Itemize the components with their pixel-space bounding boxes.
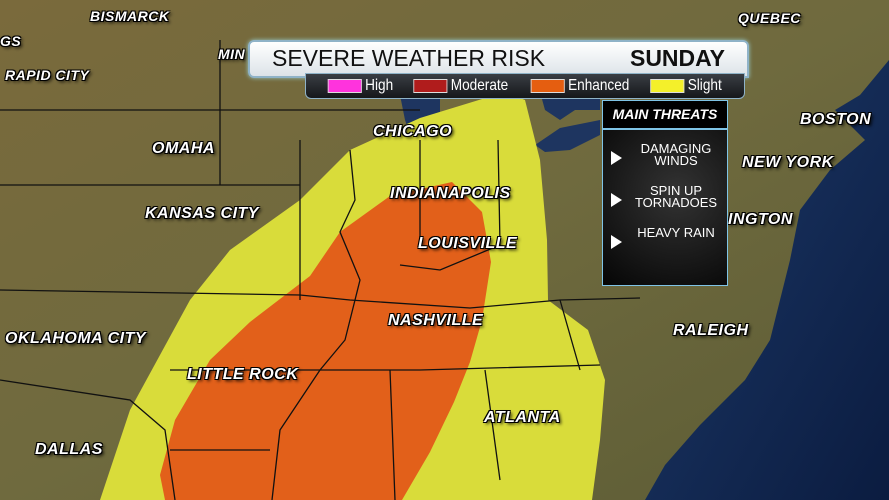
city-label: INDIANAPOLIS <box>390 185 511 202</box>
threats-title: MAIN THREATS <box>603 101 727 130</box>
legend-swatch <box>650 79 685 93</box>
ocean <box>645 60 889 500</box>
city-label: NASHVILLE <box>388 312 484 329</box>
threat-item: HEAVY RAIN <box>603 223 727 263</box>
triangle-bullet-icon <box>611 235 622 249</box>
city-label: RALEIGH <box>673 322 749 339</box>
city-label: NEW YORK <box>742 154 834 171</box>
threat-item: SPIN UP TORNADOES <box>603 181 727 221</box>
threat-item: DAMAGING WINDS <box>603 139 727 179</box>
legend-swatch <box>412 79 447 93</box>
city-label: BOSTON <box>800 111 872 128</box>
enhanced-risk-area <box>160 182 491 500</box>
lake-huron <box>540 92 600 120</box>
city-label: OMAHA <box>152 140 215 157</box>
threat-text: DAMAGING WINDS <box>640 141 712 168</box>
city-label: DALLAS <box>35 441 103 458</box>
legend-label: Slight <box>687 77 722 94</box>
day-label: SUNDAY <box>629 45 725 71</box>
city-label: MIN <box>218 46 246 62</box>
city-label: LITTLE ROCK <box>187 366 299 383</box>
state-borders <box>0 40 641 500</box>
legend-label: Enhanced <box>568 77 630 94</box>
legend-label: High <box>364 77 393 94</box>
legend-item-enhanced: Enhanced <box>530 77 630 95</box>
lake-erie <box>535 120 600 152</box>
legend-item-high: High <box>327 77 393 95</box>
city-label: GS <box>0 33 22 49</box>
legend-item-slight: Slight <box>650 77 722 95</box>
triangle-bullet-icon <box>611 151 622 165</box>
threat-text: SPIN UP TORNADOES <box>634 183 718 210</box>
legend-item-moderate: Moderate <box>412 77 508 95</box>
legend-swatch <box>327 79 362 93</box>
city-label: KANSAS CITY <box>145 205 259 222</box>
city-label: RAPID CITY <box>5 67 90 83</box>
city-label: LOUISVILLE <box>418 235 518 252</box>
title: SEVERE WEATHER RISK <box>272 45 546 71</box>
risk-legend: High Moderate Enhanced Slight <box>305 73 745 99</box>
city-label: OKLAHOMA CITY <box>5 330 147 347</box>
city-label: ATLANTA <box>484 409 561 426</box>
threat-text: HEAVY RAIN <box>637 225 715 240</box>
city-label: CHICAGO <box>373 123 453 140</box>
city-label: BISMARCK <box>90 8 170 24</box>
main-threats-panel: MAIN THREATS DAMAGING WINDS SPIN UP TORN… <box>602 100 728 286</box>
city-label: QUEBEC <box>738 10 801 26</box>
triangle-bullet-icon <box>611 193 622 207</box>
title-banner: SEVERE WEATHER RISK SUNDAY <box>248 40 749 78</box>
legend-swatch <box>530 79 565 93</box>
legend-label: Moderate <box>450 77 508 94</box>
city-label: INGTON <box>728 211 793 228</box>
